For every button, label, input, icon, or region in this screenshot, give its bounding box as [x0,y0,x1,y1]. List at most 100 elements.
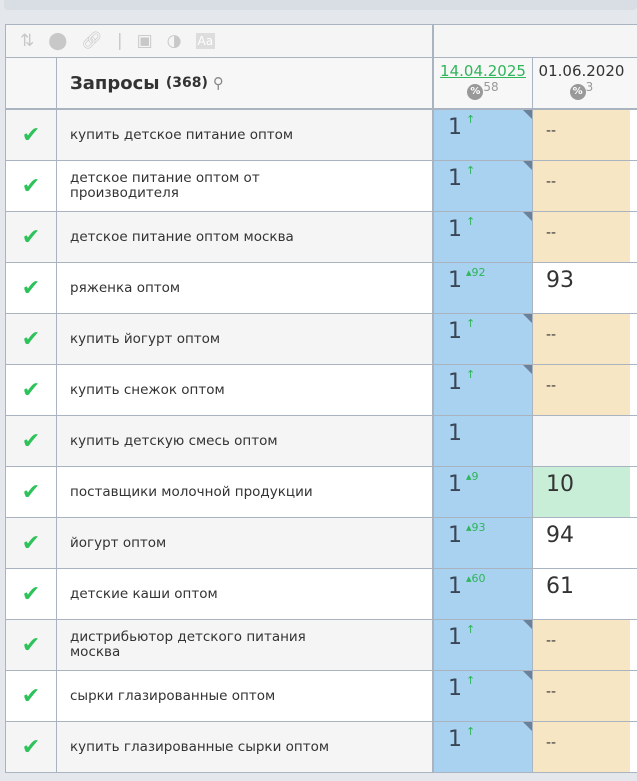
divider: | [116,31,123,51]
query-cell[interactable]: дистрибьютор детского питания москва [57,620,434,670]
check-cell[interactable]: ✔ [6,722,57,772]
query-cell[interactable]: купить детское питание оптом [57,110,434,160]
position-cell[interactable]: 1 ▴60 [434,569,533,619]
table-row: ✔ купить детское питание оптом 1 ↑ -- [6,110,637,161]
table-row: ✔ детское питание оптом москва 1 ↑ -- [6,212,637,263]
position-cell[interactable]: 1 ▴93 [434,518,533,568]
query-cell[interactable]: купить глазированные сырки оптом [57,722,434,772]
check-cell[interactable]: ✔ [6,518,57,568]
check-cell[interactable]: ✔ [6,569,57,619]
window-icon[interactable]: ▣ [136,31,153,51]
query-cell[interactable]: детское питание оптом от производителя [57,161,434,211]
query-cell[interactable]: ряженка оптом [57,263,434,313]
previous-position-cell[interactable]: -- [533,212,630,262]
check-cell[interactable]: ✔ [6,110,57,160]
position-cell[interactable]: 1 ↑ [434,620,533,670]
check-cell[interactable]: ✔ [6,620,57,670]
check-icon: ✔ [21,173,41,199]
query-text: дистрибьютор детского питания москва [70,629,306,660]
previous-position-cell[interactable]: 61 [533,569,630,619]
toolbar: ⇅ ⬤ 🔗︎ | ▣ ◑ Aa [6,25,637,58]
position-cell[interactable]: 1 ↑ [434,722,533,772]
check-cell[interactable]: ✔ [6,416,57,466]
position-change: ▴60 [466,572,486,585]
query-text: купить детскую смесь оптом [70,432,278,449]
date-column-1[interactable]: 14.04.2025 % 58 [434,58,533,108]
previous-position-cell[interactable]: 94 [533,518,630,568]
previous-position-cell[interactable]: -- [533,110,630,160]
corner-marker [523,161,532,170]
previous-position-cell[interactable]: -- [533,722,630,772]
query-cell[interactable]: купить детскую смесь оптом [57,416,434,466]
query-cell[interactable]: купить снежок оптом [57,365,434,415]
sort-icon[interactable]: ⇅ [20,31,35,51]
previous-position-cell[interactable]: -- [533,620,630,670]
check-cell[interactable]: ✔ [6,161,57,211]
corner-marker [523,722,532,731]
check-icon: ✔ [21,683,41,709]
check-cell[interactable]: ✔ [6,467,57,517]
position-cell[interactable]: 1 ↑ [434,671,533,721]
search-icon[interactable]: ⚲ [212,73,224,92]
table-row: ✔ детское питание оптом от производителя… [6,161,637,212]
queries-table: ⇅ ⬤ 🔗︎ | ▣ ◑ Aa Запросы (368) ⚲ 14.04.20… [5,24,637,773]
previous-position-cell[interactable]: -- [533,161,630,211]
query-text: детское питание оптом москва [70,228,294,245]
table-row: ✔ йогурт оптом 1 ▴93 94 [6,518,637,569]
check-icon: ✔ [21,530,41,556]
check-icon: ✔ [21,581,41,607]
check-cell[interactable]: ✔ [6,212,57,262]
position-cell[interactable]: 1 ↑ [434,161,533,211]
corner-marker [523,365,532,374]
previous-position-cell[interactable]: 93 [533,263,630,313]
position-change: ↑ [466,113,476,126]
previous-position-cell[interactable]: -- [533,365,630,415]
position-change: ▴9 [466,470,479,483]
table-row: ✔ детские каши оптом 1 ▴60 61 [6,569,637,620]
query-text: йогурт оптом [70,534,167,551]
query-text: детские каши оптом [70,585,218,602]
position-change: ↑ [466,215,476,228]
previous-position-cell[interactable]: -- [533,314,630,364]
position-cell[interactable]: 1 ▴92 [434,263,533,313]
corner-marker [523,314,532,323]
check-icon: ✔ [21,377,41,403]
check-cell[interactable]: ✔ [6,263,57,313]
position-cell[interactable]: 1 [434,416,533,466]
position-cell[interactable]: 1 ↑ [434,212,533,262]
check-icon: ✔ [21,122,41,148]
query-text: купить детское питание оптом [70,126,294,143]
position-cell[interactable]: 1 ↑ [434,314,533,364]
corner-marker [523,620,532,629]
font-icon[interactable]: Aa [195,33,216,49]
check-icon: ✔ [21,224,41,250]
query-cell[interactable]: детское питание оптом москва [57,212,434,262]
position-cell[interactable]: 1 ▴9 [434,467,533,517]
percent-icon: % [467,84,484,100]
position-cell[interactable]: 1 ↑ [434,365,533,415]
previous-position-cell[interactable]: -- [533,671,630,721]
query-cell[interactable]: купить йогурт оптом [57,314,434,364]
position-cell[interactable]: 1 ↑ [434,110,533,160]
check-icon: ✔ [21,275,41,301]
position-change: ↑ [466,164,476,177]
previous-position-cell[interactable] [533,416,630,466]
previous-position-cell[interactable]: 10 [533,467,630,517]
check-icon: ✔ [21,479,41,505]
table-row: ✔ купить детскую смесь оптом 1 [6,416,637,467]
position-change: ↑ [466,725,476,738]
date-column-2[interactable]: 01.06.2020 % 3 [533,58,630,108]
query-cell[interactable]: сырки глазированные оптом [57,671,434,721]
link-icon[interactable]: 🔗︎ [81,31,103,51]
toggle-icon[interactable]: ⬤ [48,31,68,51]
check-cell[interactable]: ✔ [6,671,57,721]
table-header: Запросы (368) ⚲ 14.04.2025 % 58 01.06.202… [6,58,637,110]
check-cell[interactable]: ✔ [6,314,57,364]
table-row: ✔ купить йогурт оптом 1 ↑ -- [6,314,637,365]
query-cell[interactable]: поставщики молочной продукции [57,467,434,517]
check-icon: ✔ [21,734,41,760]
check-cell[interactable]: ✔ [6,365,57,415]
query-cell[interactable]: йогурт оптом [57,518,434,568]
query-cell[interactable]: детские каши оптом [57,569,434,619]
contrast-icon[interactable]: ◑ [166,31,182,51]
